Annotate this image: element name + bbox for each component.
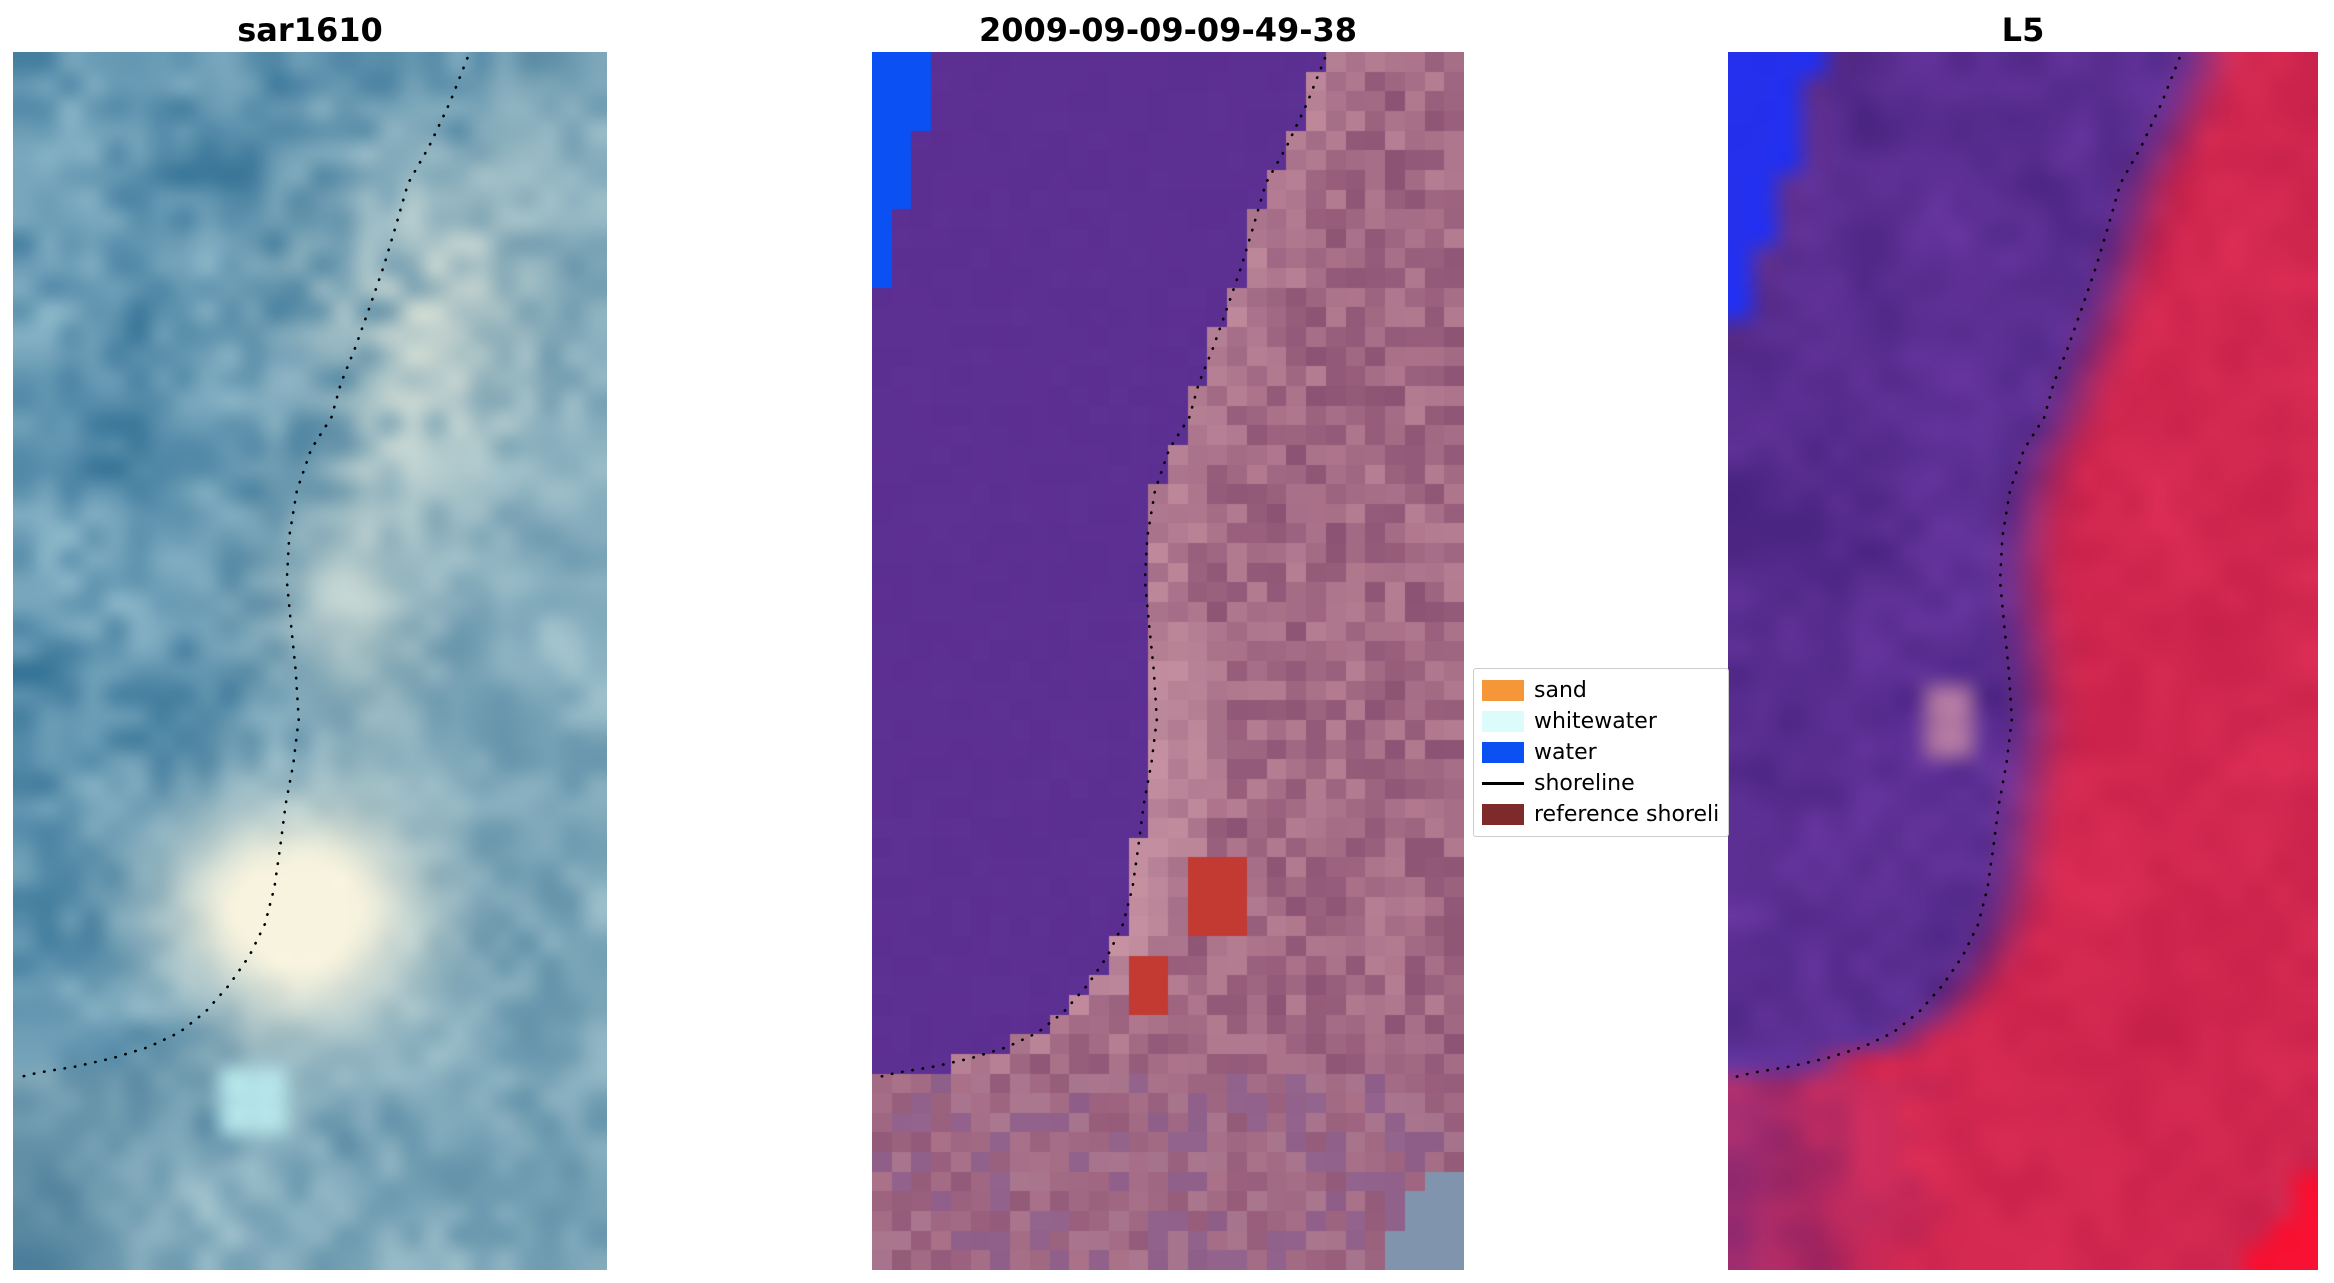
classification-image bbox=[872, 52, 1464, 1270]
legend: sand whitewater water shoreline referenc… bbox=[1473, 668, 1729, 837]
sand-swatch-icon bbox=[1482, 680, 1524, 701]
l5-image bbox=[1728, 52, 2318, 1270]
legend-label-water: water bbox=[1534, 740, 1597, 765]
legend-label-whitewater: whitewater bbox=[1534, 709, 1657, 734]
panel-classification: 2009-09-09-09-49-38 bbox=[872, 8, 1464, 1270]
panel-title-sar1610: sar1610 bbox=[237, 11, 383, 49]
legend-item-whitewater: whitewater bbox=[1482, 706, 1720, 737]
whitewater-swatch-icon bbox=[1482, 711, 1524, 732]
legend-item-sand: sand bbox=[1482, 675, 1720, 706]
legend-item-water: water bbox=[1482, 737, 1720, 768]
legend-item-reference-shoreline: reference shoreline bbox=[1482, 799, 1720, 830]
legend-item-shoreline: shoreline bbox=[1482, 768, 1720, 799]
panel-title-classification: 2009-09-09-09-49-38 bbox=[978, 11, 1358, 49]
panel-l5: L5 bbox=[1728, 8, 2318, 1270]
legend-label-reference-shoreline: reference shoreline bbox=[1534, 802, 1720, 827]
shoreline-line-icon bbox=[1482, 782, 1524, 785]
legend-label-sand: sand bbox=[1534, 678, 1587, 703]
legend-label-shoreline: shoreline bbox=[1534, 771, 1635, 796]
panel-sar1610: sar1610 bbox=[13, 8, 607, 1270]
reference-shoreline-swatch-icon bbox=[1482, 804, 1524, 825]
panel-title-l5: L5 bbox=[2001, 11, 2045, 49]
sar-image bbox=[13, 52, 607, 1270]
water-swatch-icon bbox=[1482, 742, 1524, 763]
